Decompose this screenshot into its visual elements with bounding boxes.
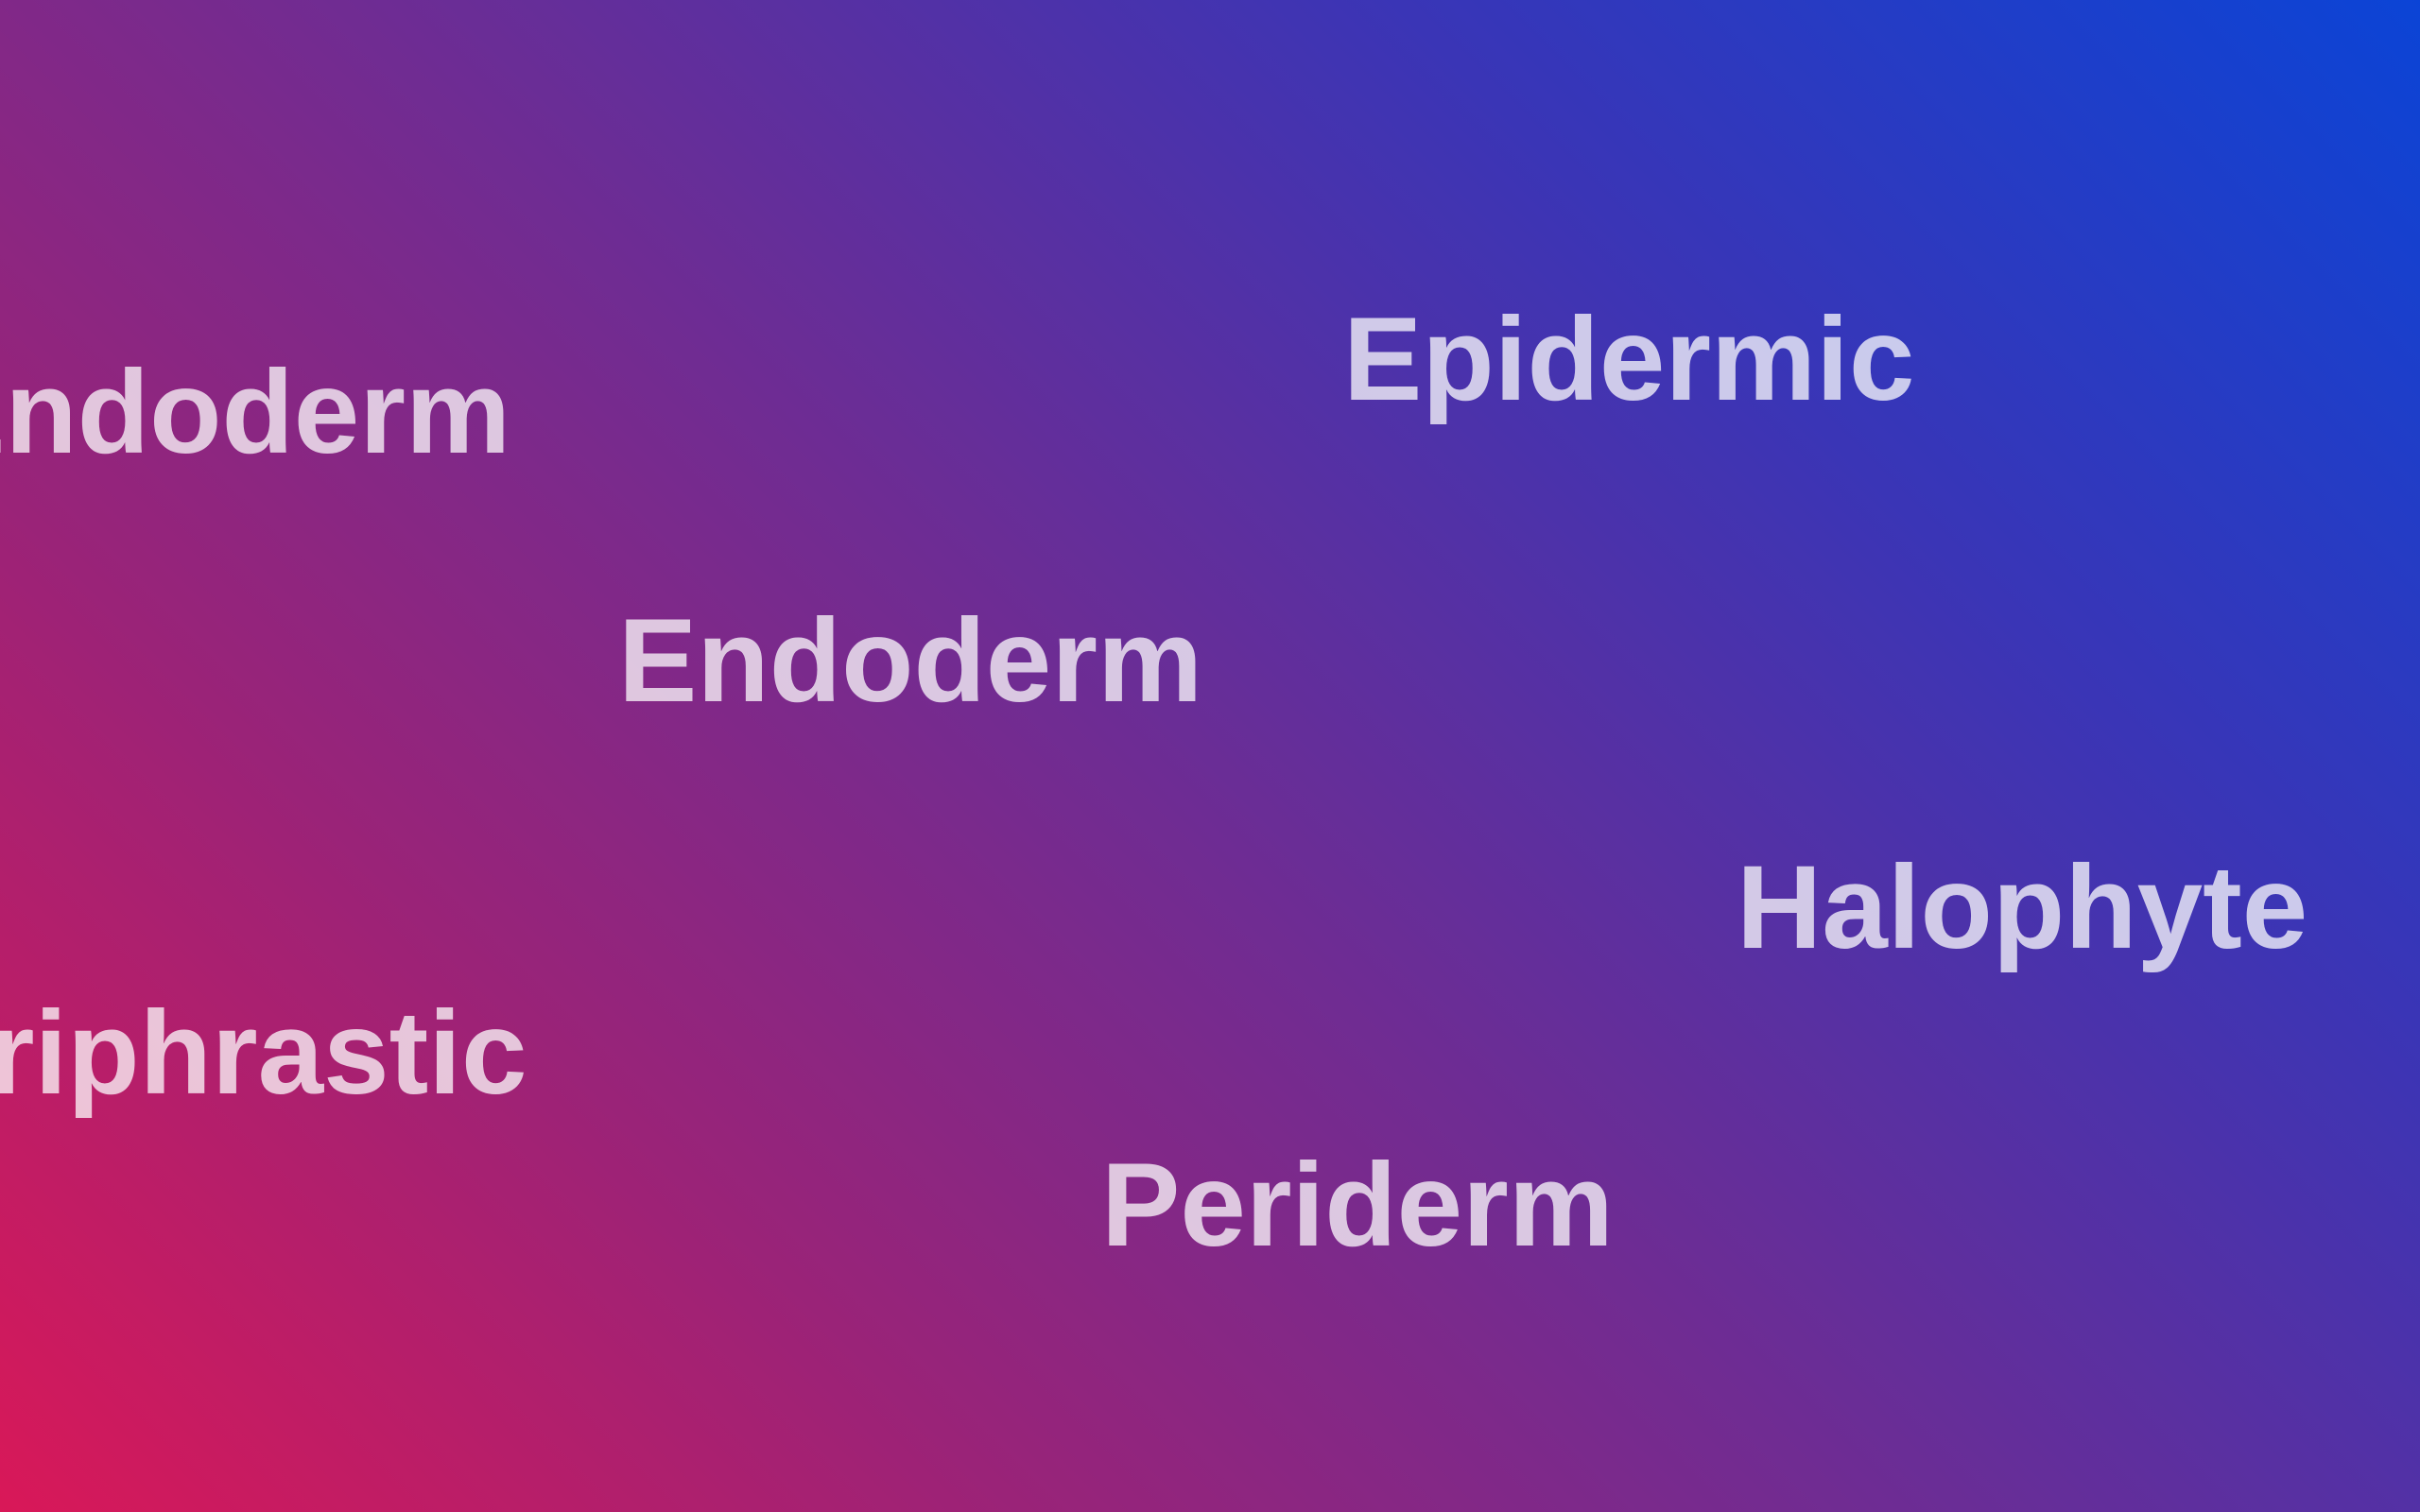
word-halophyte: Halophyte bbox=[1737, 842, 2308, 973]
word-periphrastic: Periphrastic bbox=[0, 988, 527, 1119]
word-endoderm-left: Endoderm bbox=[0, 347, 511, 478]
word-periderm: Periderm bbox=[1101, 1140, 1614, 1271]
word-epidermic: Epidermic bbox=[1343, 294, 1915, 425]
word-endoderm: Endoderm bbox=[618, 595, 1203, 727]
